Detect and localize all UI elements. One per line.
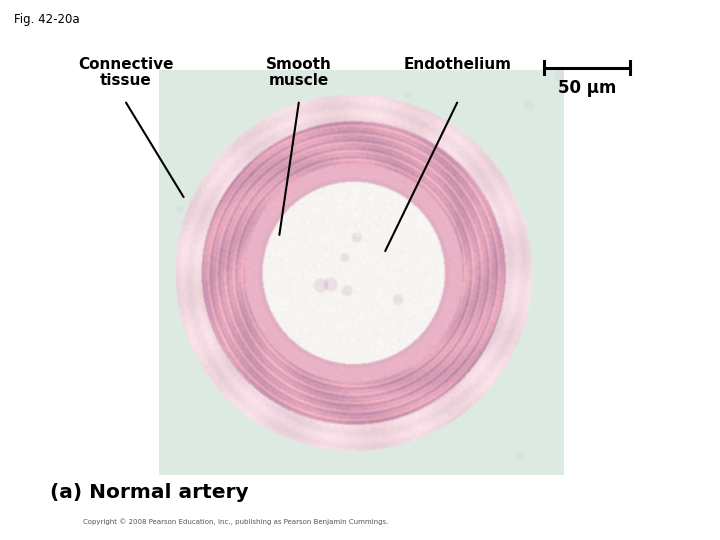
Text: Endothelium: Endothelium: [403, 57, 511, 72]
Text: Fig. 42-20a: Fig. 42-20a: [14, 14, 80, 26]
Text: 50 µm: 50 µm: [557, 79, 616, 97]
Text: Connective
tissue: Connective tissue: [78, 57, 174, 88]
Text: Copyright © 2008 Pearson Education, Inc., publishing as Pearson Benjamin Cumming: Copyright © 2008 Pearson Education, Inc.…: [83, 518, 388, 525]
Text: Smooth
muscle: Smooth muscle: [266, 57, 332, 88]
Text: (a) Normal artery: (a) Normal artery: [50, 483, 249, 502]
